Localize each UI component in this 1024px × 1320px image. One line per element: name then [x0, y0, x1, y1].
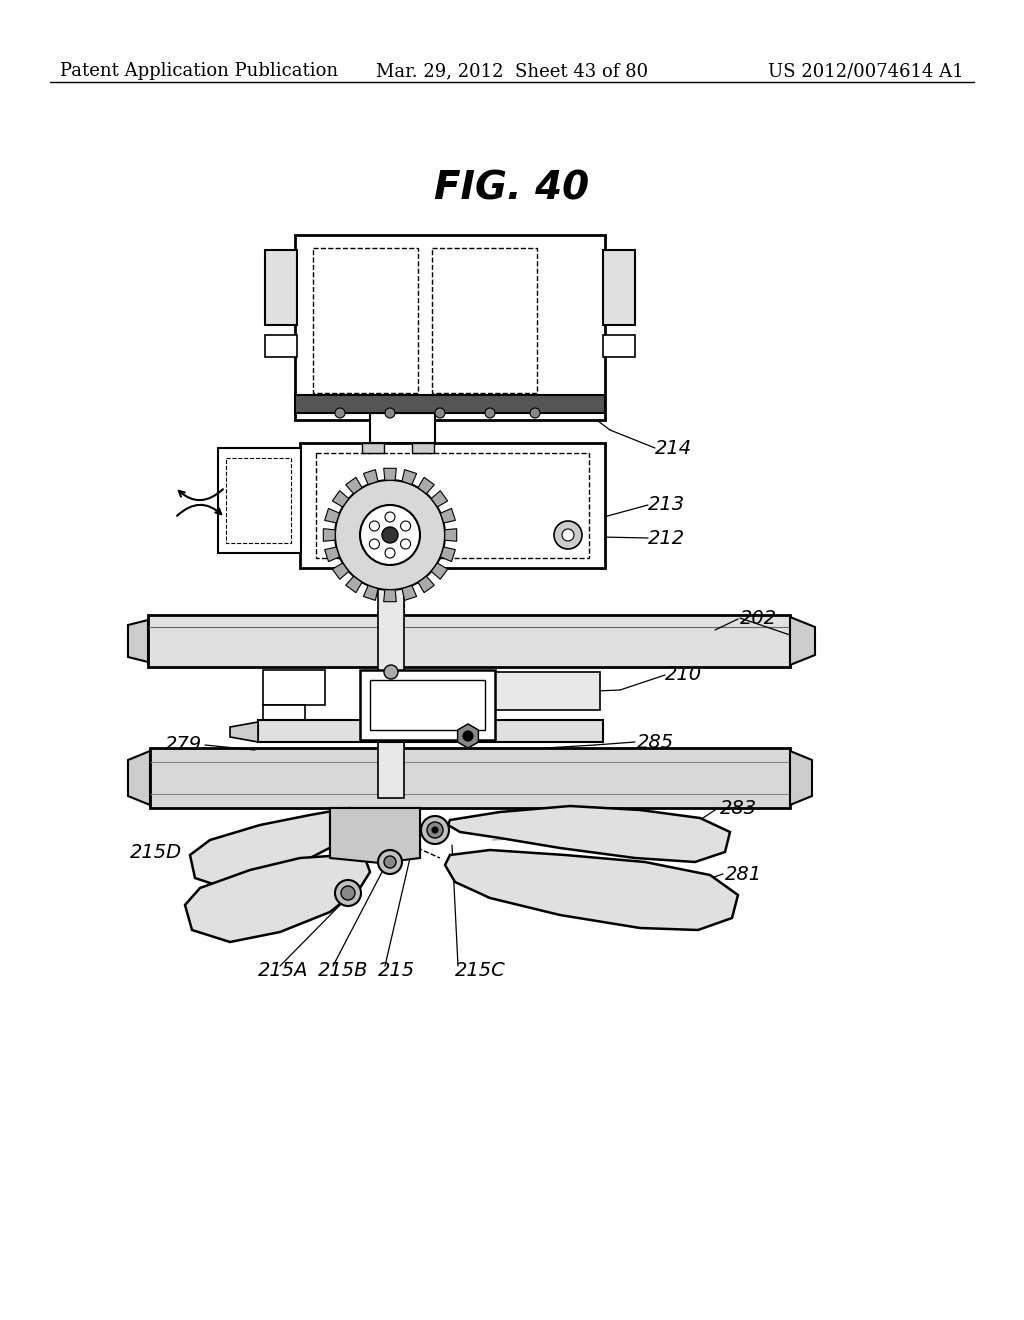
- Bar: [360, 671, 495, 741]
- Text: 202: 202: [740, 609, 777, 627]
- Polygon shape: [440, 546, 456, 561]
- Polygon shape: [190, 808, 365, 888]
- Circle shape: [360, 506, 420, 565]
- Polygon shape: [440, 508, 456, 523]
- Circle shape: [554, 521, 582, 549]
- Bar: [378, 568, 404, 799]
- Polygon shape: [346, 478, 362, 494]
- Polygon shape: [444, 529, 457, 541]
- Circle shape: [432, 828, 438, 833]
- Text: 281: 281: [725, 865, 762, 883]
- Polygon shape: [325, 546, 340, 561]
- Text: FIG. 40: FIG. 40: [434, 170, 590, 209]
- Bar: [495, 672, 600, 710]
- Polygon shape: [364, 470, 378, 484]
- Circle shape: [435, 408, 445, 418]
- Bar: [412, 444, 434, 453]
- Circle shape: [562, 529, 574, 541]
- Circle shape: [530, 408, 540, 418]
- Circle shape: [385, 548, 395, 558]
- Bar: [150, 748, 790, 808]
- Bar: [330, 808, 420, 858]
- Text: 285: 285: [637, 733, 674, 751]
- Circle shape: [400, 539, 411, 549]
- Bar: [313, 248, 418, 393]
- Text: 213: 213: [648, 495, 685, 515]
- Bar: [295, 395, 605, 413]
- Circle shape: [427, 822, 443, 838]
- Circle shape: [485, 408, 495, 418]
- Bar: [263, 671, 325, 705]
- Bar: [603, 249, 635, 325]
- Circle shape: [370, 521, 380, 531]
- Polygon shape: [402, 586, 417, 601]
- Polygon shape: [402, 470, 417, 484]
- Text: 215: 215: [378, 961, 415, 979]
- Bar: [432, 248, 537, 393]
- Bar: [148, 615, 790, 667]
- Polygon shape: [418, 577, 434, 593]
- Circle shape: [421, 816, 449, 843]
- Circle shape: [385, 408, 395, 418]
- Text: 215D: 215D: [130, 842, 182, 862]
- Polygon shape: [333, 491, 349, 507]
- Circle shape: [384, 855, 396, 869]
- Polygon shape: [449, 807, 730, 862]
- Polygon shape: [384, 469, 396, 480]
- Text: 279: 279: [165, 735, 202, 755]
- Text: Patent Application Publication: Patent Application Publication: [60, 62, 338, 81]
- Circle shape: [463, 731, 473, 741]
- Bar: [362, 444, 384, 453]
- Text: US 2012/0074614 A1: US 2012/0074614 A1: [768, 62, 964, 81]
- Circle shape: [384, 665, 398, 678]
- Circle shape: [335, 480, 445, 590]
- Text: 215A: 215A: [258, 961, 308, 979]
- Circle shape: [378, 850, 402, 874]
- Bar: [295, 235, 605, 420]
- Polygon shape: [790, 751, 812, 805]
- Text: 210: 210: [665, 665, 702, 685]
- Polygon shape: [230, 722, 258, 742]
- Circle shape: [382, 527, 398, 543]
- Text: 214: 214: [655, 438, 692, 458]
- Bar: [218, 447, 301, 553]
- Text: 212: 212: [648, 528, 685, 548]
- Text: Mar. 29, 2012  Sheet 43 of 80: Mar. 29, 2012 Sheet 43 of 80: [376, 62, 648, 81]
- Bar: [316, 453, 589, 558]
- Polygon shape: [185, 851, 370, 942]
- Bar: [370, 413, 435, 444]
- Polygon shape: [431, 564, 447, 579]
- Bar: [265, 249, 297, 325]
- Polygon shape: [458, 723, 478, 748]
- Polygon shape: [384, 590, 396, 602]
- Polygon shape: [333, 564, 349, 579]
- Polygon shape: [324, 529, 335, 541]
- Bar: [603, 335, 635, 356]
- Polygon shape: [431, 491, 447, 507]
- Polygon shape: [346, 577, 362, 593]
- Bar: [226, 458, 291, 543]
- Polygon shape: [330, 808, 420, 863]
- Bar: [300, 444, 605, 568]
- Polygon shape: [325, 508, 340, 523]
- Circle shape: [335, 408, 345, 418]
- Circle shape: [385, 512, 395, 521]
- Bar: [265, 335, 297, 356]
- Bar: [370, 680, 485, 730]
- Circle shape: [341, 886, 355, 900]
- Circle shape: [400, 521, 411, 531]
- Polygon shape: [418, 478, 434, 494]
- Bar: [263, 705, 305, 735]
- Polygon shape: [364, 586, 378, 601]
- Circle shape: [370, 539, 380, 549]
- Text: 215B: 215B: [318, 961, 369, 979]
- Polygon shape: [128, 620, 148, 663]
- Polygon shape: [445, 850, 738, 931]
- Bar: [258, 719, 603, 742]
- Text: 215C: 215C: [455, 961, 506, 979]
- Polygon shape: [790, 616, 815, 665]
- Text: 283: 283: [720, 799, 757, 817]
- Circle shape: [335, 880, 361, 906]
- Polygon shape: [128, 751, 150, 805]
